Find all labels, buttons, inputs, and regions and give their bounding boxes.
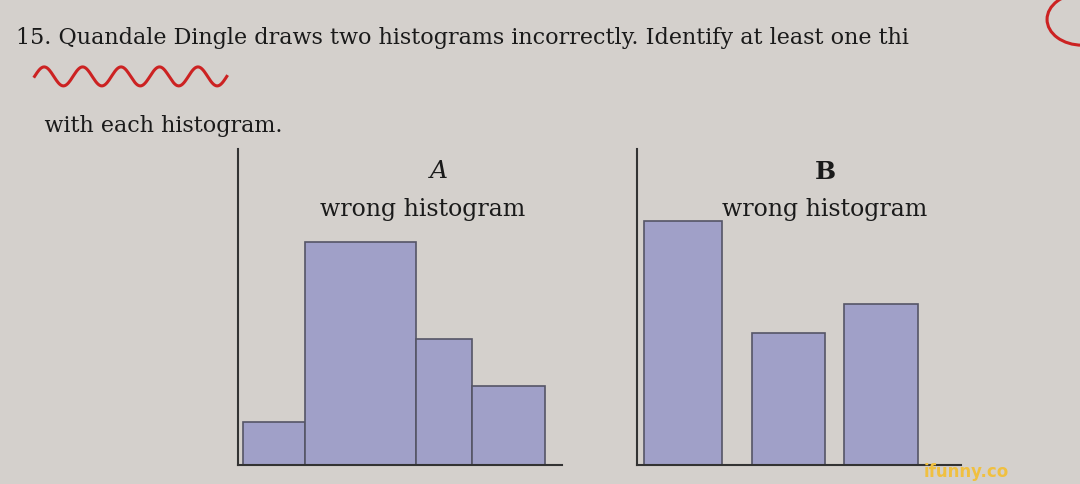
Bar [752, 333, 825, 465]
Text: wrong histogram: wrong histogram [723, 197, 928, 220]
Bar [644, 222, 723, 465]
Text: wrong histogram: wrong histogram [320, 197, 525, 220]
Text: A: A [430, 160, 447, 182]
Bar [305, 243, 417, 465]
Bar [243, 422, 305, 465]
Bar [472, 386, 544, 465]
Text: 15. Quandale Dingle draws two histograms incorrectly. Identify at least one thi: 15. Quandale Dingle draws two histograms… [16, 27, 909, 49]
Text: ifunny.co: ifunny.co [924, 462, 1009, 480]
Bar [417, 339, 472, 465]
Text: B: B [814, 160, 836, 183]
Text: with each histogram.: with each histogram. [16, 115, 283, 137]
Bar [845, 304, 918, 465]
